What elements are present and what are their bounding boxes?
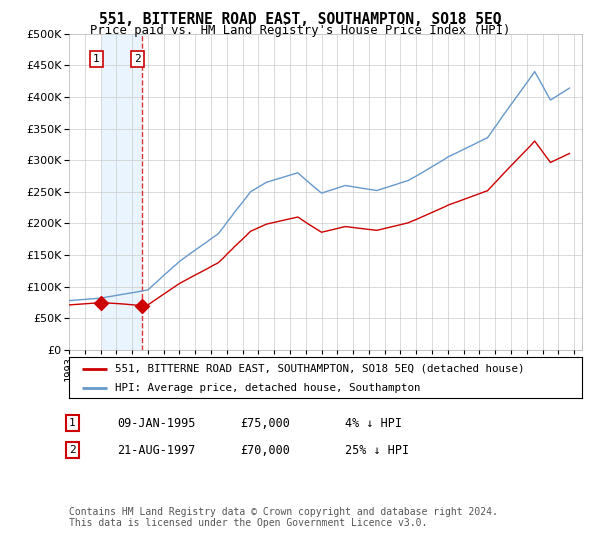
- Bar: [101, 34, 142, 350]
- Bar: [142, 34, 582, 350]
- Text: 1: 1: [69, 418, 76, 428]
- Text: £75,000: £75,000: [240, 417, 290, 430]
- Text: HPI: Average price, detached house, Southampton: HPI: Average price, detached house, Sout…: [115, 382, 421, 393]
- Text: £70,000: £70,000: [240, 444, 290, 457]
- Text: 09-JAN-1995: 09-JAN-1995: [117, 417, 196, 430]
- Text: 2: 2: [134, 54, 141, 64]
- Bar: [69, 34, 101, 350]
- Text: 1: 1: [93, 54, 100, 64]
- Point: [96, 298, 106, 307]
- Bar: [142, 34, 582, 350]
- Text: Price paid vs. HM Land Registry's House Price Index (HPI): Price paid vs. HM Land Registry's House …: [90, 24, 510, 37]
- Bar: [69, 34, 101, 350]
- Text: 4% ↓ HPI: 4% ↓ HPI: [345, 417, 402, 430]
- Text: Contains HM Land Registry data © Crown copyright and database right 2024.
This d: Contains HM Land Registry data © Crown c…: [69, 507, 498, 529]
- Text: 551, BITTERNE ROAD EAST, SOUTHAMPTON, SO18 5EQ: 551, BITTERNE ROAD EAST, SOUTHAMPTON, SO…: [99, 12, 501, 27]
- Point: [137, 301, 147, 310]
- Text: 551, BITTERNE ROAD EAST, SOUTHAMPTON, SO18 5EQ (detached house): 551, BITTERNE ROAD EAST, SOUTHAMPTON, SO…: [115, 363, 524, 374]
- Text: 21-AUG-1997: 21-AUG-1997: [117, 444, 196, 457]
- Text: 25% ↓ HPI: 25% ↓ HPI: [345, 444, 409, 457]
- Text: 2: 2: [69, 445, 76, 455]
